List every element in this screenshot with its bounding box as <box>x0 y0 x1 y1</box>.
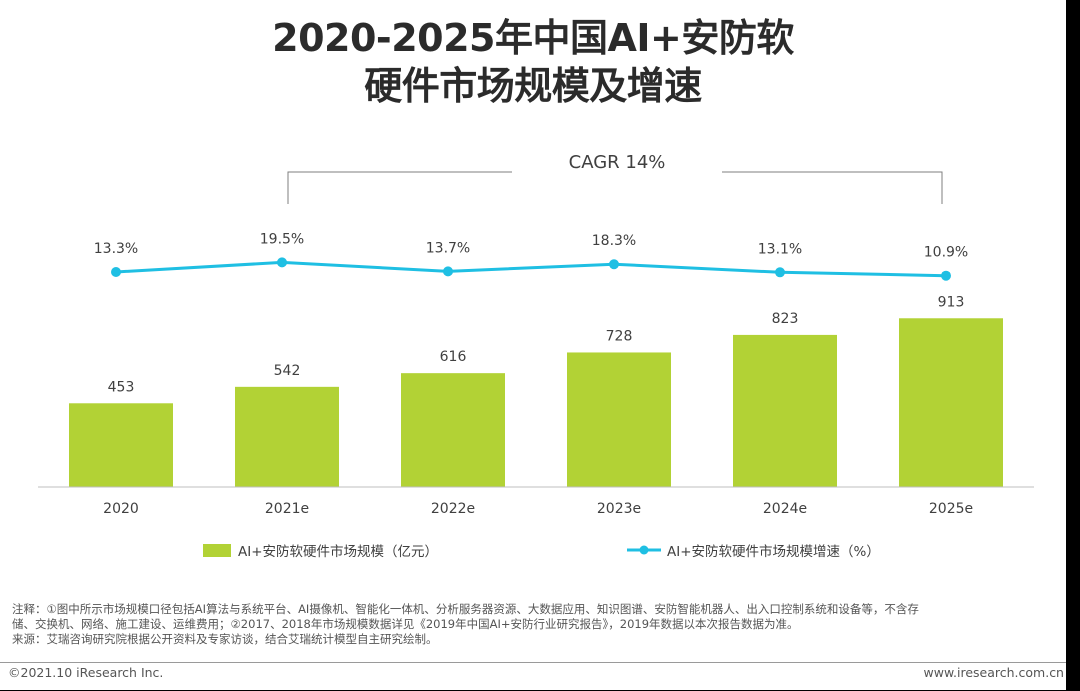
x-tick-label: 2022e <box>431 501 475 517</box>
growth-point-2024e <box>775 267 785 278</box>
chart-title-line2: 硬件市场规模及增速 <box>364 64 702 108</box>
bar-value-label: 728 <box>606 328 633 344</box>
growth-line-series: 13.3% 19.5% 13.7% 18.3% 13.1% 10.9% <box>94 231 968 281</box>
notes-block: 注释：①图中所示市场规模口径包括AI算法与系统平台、AI摄像机、智能化一体机、分… <box>12 602 1066 647</box>
copyright-text: ©2021.10 iResearch Inc. <box>8 665 164 680</box>
growth-value-label: 10.9% <box>924 245 968 261</box>
website-link[interactable]: www.iresearch.com.cn <box>923 665 1065 680</box>
x-tick-label: 2024e <box>763 501 807 517</box>
bar-series: 453 542 616 728 823 913 <box>69 294 1003 487</box>
x-tick-label: 2023e <box>597 501 641 517</box>
legend-bar-swatch <box>203 544 231 557</box>
chart-title-line1: 2020-2025年中国AI+安防软 <box>272 16 794 60</box>
x-tick-label: 2021e <box>265 501 309 517</box>
source-line: 来源：艾瑞咨询研究院根据公开资料及专家访谈，结合艾瑞统计模型自主研究绘制。 <box>12 632 438 646</box>
bar-value-label: 913 <box>938 294 965 310</box>
bar-2023e <box>567 352 671 487</box>
cagr-bracket-right <box>722 171 943 204</box>
growth-value-label: 13.7% <box>426 240 470 256</box>
note-line-2: 储、交换机、网络、施工建设、运维费用；②2017、2018年市场规模数据详见《2… <box>12 617 799 631</box>
legend-line-marker <box>639 545 649 555</box>
growth-line <box>115 260 947 278</box>
footer: ©2021.10 iResearch Inc. www.iresearch.co… <box>0 662 1066 691</box>
x-tick-label: 2020 <box>103 501 139 517</box>
growth-value-label: 13.3% <box>94 241 138 257</box>
growth-point-2025e <box>941 270 951 281</box>
x-tick-label: 2025e <box>929 501 973 517</box>
bar-value-label: 453 <box>108 379 135 395</box>
bar-2022e <box>401 373 505 487</box>
bar-2020 <box>69 403 173 487</box>
growth-value-label: 18.3% <box>592 233 636 249</box>
cagr-label: CAGR 14% <box>569 152 666 173</box>
bar-2024e <box>733 334 837 487</box>
legend-bar-label: AI+安防软硬件市场规模（亿元） <box>238 543 438 560</box>
bar-value-label: 823 <box>772 311 799 327</box>
growth-point-2021e <box>277 257 287 268</box>
growth-point-2022e <box>443 266 453 277</box>
bar-value-label: 542 <box>274 363 301 379</box>
bar-value-label: 616 <box>440 349 467 365</box>
growth-value-label: 13.1% <box>758 241 802 257</box>
growth-point-2023e <box>609 259 619 270</box>
growth-point-2020 <box>111 266 121 277</box>
legend-line-label: AI+安防软硬件市场规模增速（%） <box>667 543 880 560</box>
bar-2021e <box>235 386 339 487</box>
bar-2025e <box>899 318 1003 487</box>
cagr-annotation: CAGR 14% <box>287 152 943 204</box>
x-axis: 2020 2021e 2022e 2023e 2024e 2025e <box>38 486 1034 517</box>
legend: AI+安防软硬件市场规模（亿元） AI+安防软硬件市场规模增速（%） <box>203 543 880 560</box>
cagr-bracket-left <box>287 171 512 204</box>
note-line-1: 注释：①图中所示市场规模口径包括AI算法与系统平台、AI摄像机、智能化一体机、分… <box>12 602 919 616</box>
growth-value-label: 19.5% <box>260 231 304 247</box>
